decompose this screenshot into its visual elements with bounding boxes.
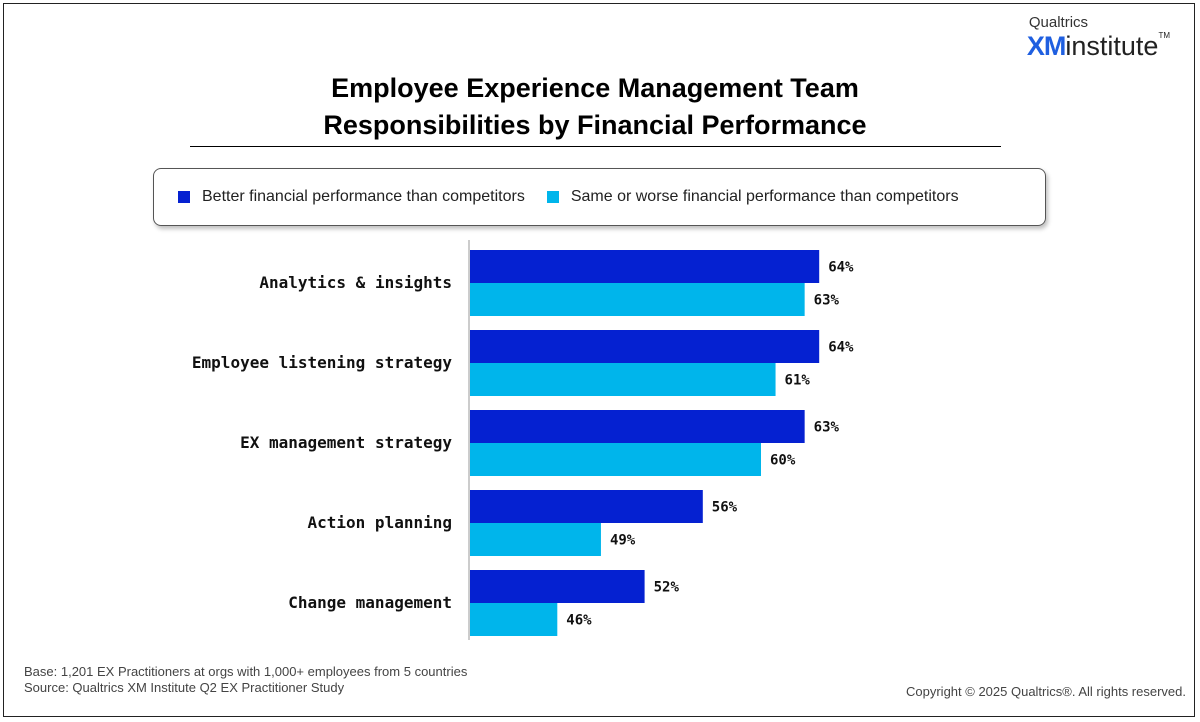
bar [470, 330, 820, 363]
data-label: 63% [814, 420, 840, 436]
footnote-source: Source: Qualtrics XM Institute Q2 EX Pra… [24, 680, 345, 695]
data-label: 52% [654, 580, 680, 596]
data-label: 61% [785, 373, 811, 389]
data-label: 46% [566, 613, 592, 629]
legend-label-better: Better financial performance than compet… [202, 188, 525, 205]
logo-institute: institute [1065, 31, 1159, 61]
copyright: Copyright © 2025 Qualtrics®. All rights … [906, 684, 1186, 699]
bar [470, 603, 558, 636]
bar [470, 283, 805, 316]
data-label: 56% [712, 500, 738, 516]
title-line-1: Employee Experience Management Team [331, 73, 859, 103]
logo-company: Qualtrics [1028, 14, 1089, 31]
title-divider [190, 146, 1001, 147]
legend-item-better: Better financial performance than compet… [178, 188, 525, 206]
legend-item-same-worse: Same or worse financial performance than… [546, 188, 959, 206]
bar [470, 523, 601, 556]
bar [470, 410, 805, 443]
data-label: 49% [610, 533, 636, 549]
logo-xm: XM [1026, 31, 1066, 61]
category-label: Analytics & insights [259, 273, 452, 292]
chart-title: Employee Experience Management Team Resp… [190, 70, 1000, 144]
slide-frame [3, 3, 1195, 717]
logo-tm: TM [1158, 31, 1170, 40]
bar [470, 363, 776, 396]
data-label: 60% [770, 453, 796, 469]
footnote-base: Base: 1,201 EX Practitioners at orgs wit… [24, 664, 468, 679]
data-label: 64% [828, 340, 854, 356]
legend-swatch-same-worse [546, 191, 559, 203]
legend-swatch-better [178, 191, 190, 203]
legend: Better financial performance than compet… [153, 168, 1046, 226]
data-label: 64% [828, 260, 854, 276]
title-line-2: Responsibilities by Financial Performanc… [323, 110, 867, 140]
category-label: EX management strategy [240, 433, 452, 452]
bar [470, 250, 820, 283]
legend-label-same-worse: Same or worse financial performance than… [570, 188, 959, 205]
category-label: Employee listening strategy [192, 353, 452, 372]
xm-institute-logo: Qualtrics XMinstituteTM [1027, 14, 1170, 62]
category-label: Change management [288, 593, 452, 612]
bar [470, 570, 645, 603]
bar [470, 443, 761, 476]
data-label: 63% [814, 293, 840, 309]
category-label: Action planning [308, 513, 453, 532]
footnote: Base: 1,201 EX Practitioners at orgs wit… [24, 664, 467, 696]
bar [470, 490, 703, 523]
